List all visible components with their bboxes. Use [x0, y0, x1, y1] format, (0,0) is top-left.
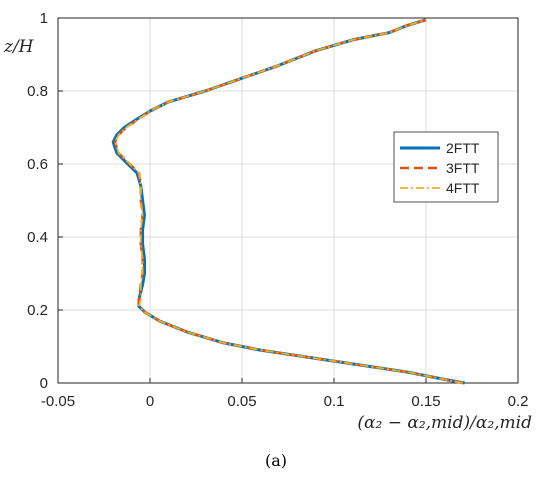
x-tick-label: 0.05 — [227, 393, 256, 410]
legend-label-2ftt: 2FTT — [446, 140, 480, 156]
y-tick-label: 0.8 — [27, 83, 48, 100]
tick-labels: -0.05 0 0.05 0.1 0.15 0.200.20.40.60.81 — [27, 10, 528, 410]
x-tick-label: 0.2 — [508, 393, 529, 410]
series-line-4ftt — [114, 18, 463, 384]
y-axis-label: z/H — [3, 37, 35, 57]
series-layer — [111, 18, 465, 385]
legend-label-3ftt: 3FTT — [446, 160, 480, 176]
x-axis-label: (α₂ − α₂,mid)/α₂,mid — [357, 413, 532, 433]
y-tick-label: 0.2 — [27, 302, 48, 319]
y-tick-label: 0.6 — [27, 156, 48, 173]
plot-frame — [57, 17, 519, 384]
figure-caption: (a) — [265, 451, 287, 470]
legend: 2FTT 3FTT 4FTT — [393, 131, 499, 203]
x-tick-label: 0 — [146, 393, 154, 410]
x-tick-label: -0.05 — [41, 393, 75, 410]
y-tick-label: 0.4 — [27, 229, 48, 246]
x-tick-label: 0.1 — [324, 393, 345, 410]
y-tick-label: 1 — [40, 10, 48, 27]
legend-box — [393, 131, 499, 203]
y-tick-label: 0 — [40, 375, 48, 392]
x-tick-label: 0.15 — [411, 393, 440, 410]
legend-label-4ftt: 4FTT — [446, 180, 480, 196]
